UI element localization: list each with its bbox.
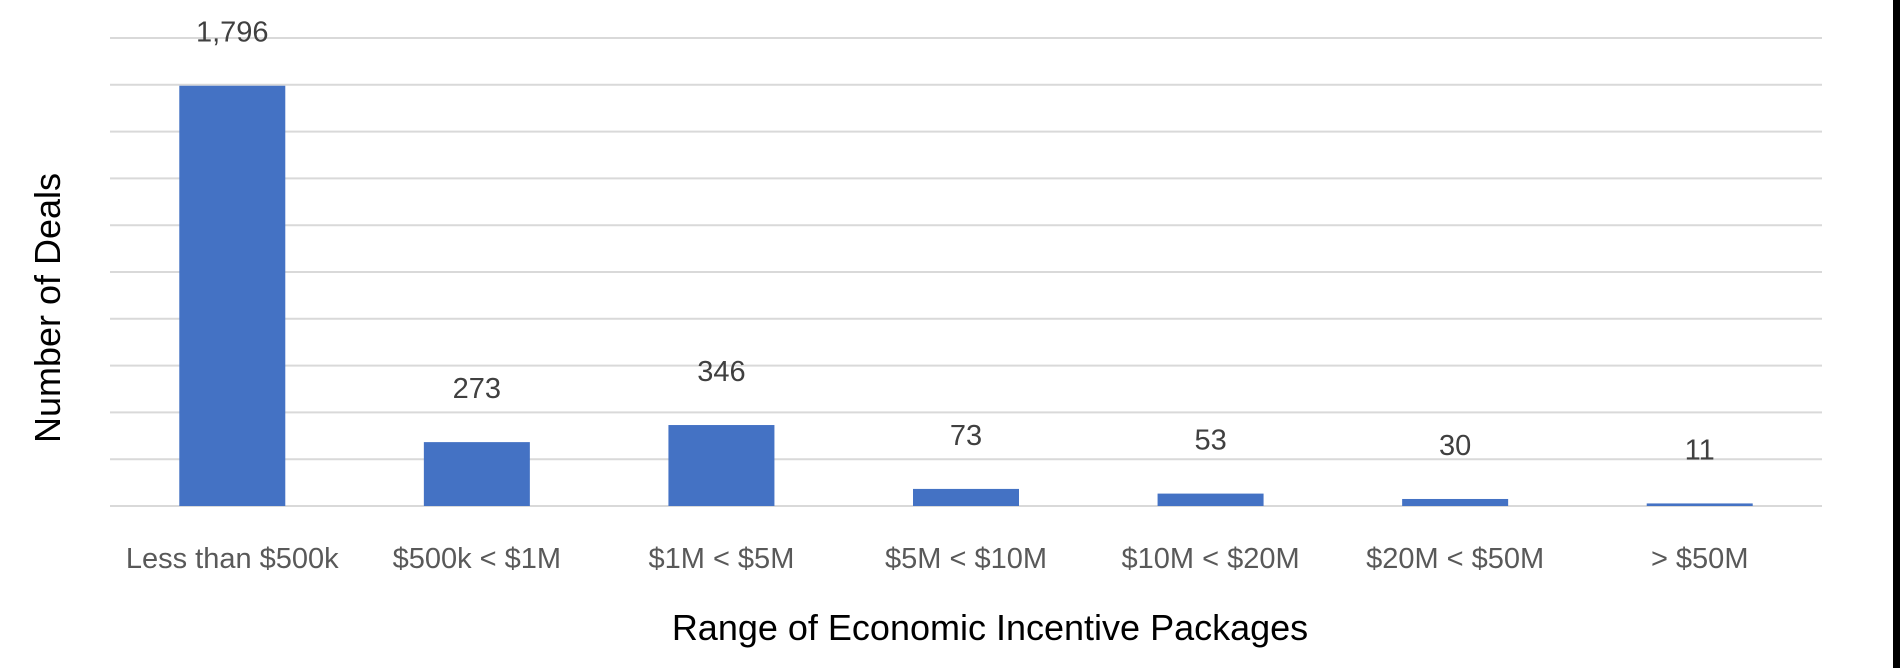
x-tick-label: > $50M (1651, 543, 1749, 575)
bar (668, 425, 775, 506)
x-tick-label: $500k < $1M (393, 543, 561, 575)
bar-data-label: 1,796 (196, 17, 269, 49)
bar (423, 442, 530, 506)
bar (179, 85, 286, 507)
bar-data-label: 53 (1194, 425, 1226, 457)
bar (1402, 498, 1509, 506)
bars (179, 85, 1753, 507)
x-tick-label: $20M < $50M (1366, 543, 1544, 575)
bar-data-label: 30 (1439, 430, 1471, 462)
data-labels: 1,796 273 346 73 53 30 11 (196, 17, 1715, 467)
x-tick-label: $5M < $10M (885, 543, 1047, 575)
bar-data-label: 11 (1685, 434, 1715, 466)
bar (1157, 493, 1264, 506)
bar-data-label: 73 (950, 420, 982, 452)
y-axis-title: Number of Deals (27, 173, 68, 443)
bar-data-label: 273 (453, 373, 501, 405)
x-tick-label: $10M < $20M (1122, 543, 1300, 575)
bar (913, 488, 1019, 506)
bar (1646, 503, 1753, 506)
x-tick-label: Less than $500k (126, 543, 339, 575)
x-tick-label: $1M < $5M (648, 543, 794, 575)
right-edge-border (1893, 0, 1900, 668)
x-axis-tick-labels: Less than $500k $500k < $1M $1M < $5M $5M <… (126, 543, 1749, 575)
bar-data-label: 346 (697, 356, 745, 388)
x-axis-title: Range of Economic Incentive Packages (672, 607, 1308, 648)
gridlines (110, 37, 1822, 507)
